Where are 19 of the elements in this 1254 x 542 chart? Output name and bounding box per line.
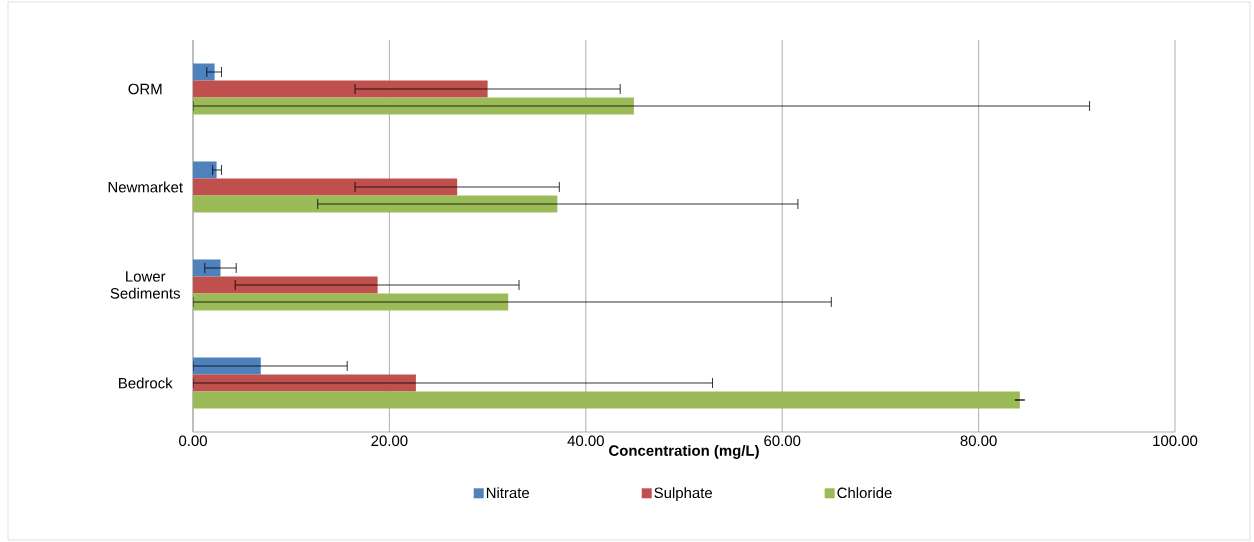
legend-label: Nitrate (486, 487, 530, 499)
legend-label: Chloride (837, 487, 892, 499)
y-tick-label: ORM (128, 83, 162, 95)
bar (193, 178, 458, 196)
bar (193, 63, 215, 81)
x-tick-label: 0.00 (179, 435, 207, 447)
bar (193, 80, 488, 98)
x-tick-label: 60.00 (764, 435, 801, 447)
x-axis-title: Concentration (mg/L) (609, 444, 759, 459)
y-tick-label: Lower Sediments (110, 271, 180, 299)
x-tick-label: 100.00 (1153, 435, 1198, 447)
x-tick-label: 40.00 (567, 435, 604, 447)
bar (193, 161, 217, 179)
y-tick-label: Newmarket (108, 181, 183, 193)
bar (193, 391, 1020, 409)
x-tick-label: 80.00 (960, 435, 997, 447)
y-tick-label: Bedrock (119, 377, 173, 389)
legend-label: Sulphate (654, 487, 713, 502)
x-tick-label: 20.00 (371, 435, 408, 447)
